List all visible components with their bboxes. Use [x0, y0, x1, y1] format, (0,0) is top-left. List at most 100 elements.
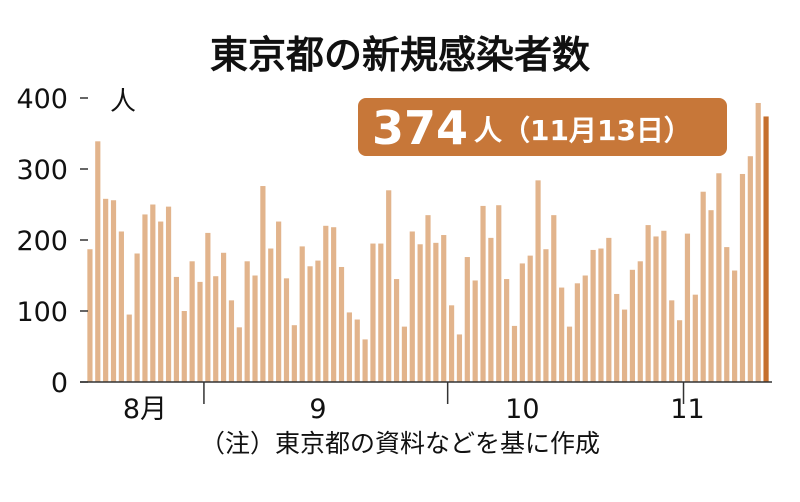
bar-day-72: [645, 225, 651, 382]
bar-day-5: [118, 231, 124, 382]
bar-day-39: [386, 190, 392, 382]
bar-day-31: [323, 225, 329, 382]
bar-day-12: [173, 276, 180, 382]
chart-title: 東京都の新規感染者数: [210, 33, 590, 77]
bar-day-27: [291, 325, 297, 382]
bar-day-45: [433, 242, 439, 382]
bar-day-28: [299, 246, 305, 382]
bar-day-19: [228, 300, 235, 382]
bar-day-57: [527, 255, 533, 382]
bar-day-82: [724, 247, 730, 382]
bar-day-65: [590, 249, 596, 382]
callout-value: 374: [372, 101, 468, 155]
bar-day-16: [205, 232, 211, 382]
bar-day-67: [606, 237, 612, 382]
bar-day-3: [103, 198, 109, 382]
bar-day-81: [716, 173, 722, 382]
bar-day-66: [598, 248, 604, 382]
bar-day-74: [661, 230, 667, 382]
bar-day-33: [338, 266, 345, 382]
bar-day-49: [464, 257, 470, 382]
bar-day-22: [252, 275, 258, 382]
bar-day-84: [739, 173, 746, 382]
month-label-0: 8月: [123, 394, 167, 425]
bar-day-50: [472, 280, 478, 382]
bar-day-9: [150, 204, 156, 382]
bar-day-34: [346, 312, 352, 382]
bar-day-59: [543, 249, 549, 382]
bar-day-37: [370, 243, 376, 382]
bar-day-77: [684, 233, 691, 382]
bar-day-53: [496, 205, 502, 382]
bar-day-54: [504, 279, 510, 382]
bar-day-51: [480, 205, 486, 382]
bar-day-4: [110, 200, 117, 382]
bar-day-21: [244, 261, 250, 382]
bar-day-78: [692, 294, 698, 382]
bar-day-14: [189, 261, 195, 382]
bar-day-40: [393, 279, 400, 382]
bar-day-46: [441, 235, 447, 382]
bar-day-64: [582, 275, 588, 382]
bar-day-47: [448, 305, 455, 382]
bar-day-17: [213, 276, 219, 382]
bar-day-25: [276, 221, 282, 382]
bar-day-63: [574, 283, 580, 382]
bar-day-13: [181, 311, 187, 382]
bar-day-42: [409, 231, 415, 382]
bar-day-30: [315, 260, 321, 382]
bar-day-15: [197, 281, 203, 382]
bar-day-52: [488, 237, 494, 382]
bar-day-8: [142, 214, 148, 382]
y-tick-label-0: 0: [51, 368, 68, 399]
bar-day-71: [637, 261, 643, 382]
bar-day-80: [708, 210, 714, 382]
callout-box: [358, 98, 727, 156]
bar-day-10: [158, 221, 164, 382]
month-label-2: 10: [505, 394, 539, 425]
bar-day-85: [747, 156, 753, 382]
y-tick-label-100: 100: [16, 297, 68, 328]
bar-day-61: [559, 287, 565, 382]
bar-day-60: [551, 215, 557, 382]
bar-day-75: [669, 300, 675, 382]
bar-day-68: [614, 293, 620, 382]
y-tick-label-300: 300: [16, 155, 68, 186]
bar-day-48: [456, 334, 463, 382]
y-tick-label-400: 400: [16, 84, 68, 115]
bar-day-62: [566, 326, 573, 382]
bar-day-26: [283, 278, 290, 382]
bar-day-7: [134, 253, 140, 382]
y-unit-label: 人: [110, 87, 136, 117]
bar-day-55: [511, 325, 518, 382]
month-label-1: 9: [309, 394, 326, 425]
bar-day-44: [425, 215, 431, 382]
bar-day-18: [220, 252, 227, 382]
bar-day-86: [755, 102, 761, 382]
bar-day-6: [126, 314, 132, 382]
callout-date: 人（11月13日）: [474, 114, 692, 147]
bar-day-56: [519, 263, 525, 382]
y-tick-label-200: 200: [16, 226, 68, 257]
bar-day-20: [236, 327, 242, 382]
bar-day-24: [268, 248, 274, 382]
bar-day-11: [165, 206, 172, 382]
bar-day-43: [417, 244, 423, 382]
bar-day-73: [653, 236, 659, 382]
bar-day-32: [331, 227, 337, 382]
bar-day-69: [621, 309, 628, 382]
bar-day-29: [307, 266, 313, 382]
bar-day-41: [401, 326, 408, 382]
bar-day-2: [95, 141, 101, 382]
bar-day-36: [362, 339, 368, 382]
bar-day-87: [763, 116, 769, 383]
bar-day-35: [354, 319, 360, 382]
bar-day-70: [629, 269, 636, 382]
source-note: （注）東京都の資料などを基に作成: [200, 429, 600, 458]
bar-day-79: [700, 191, 706, 382]
month-label-3: 11: [670, 394, 704, 425]
bar-day-76: [676, 320, 683, 382]
bar-day-23: [260, 186, 266, 382]
